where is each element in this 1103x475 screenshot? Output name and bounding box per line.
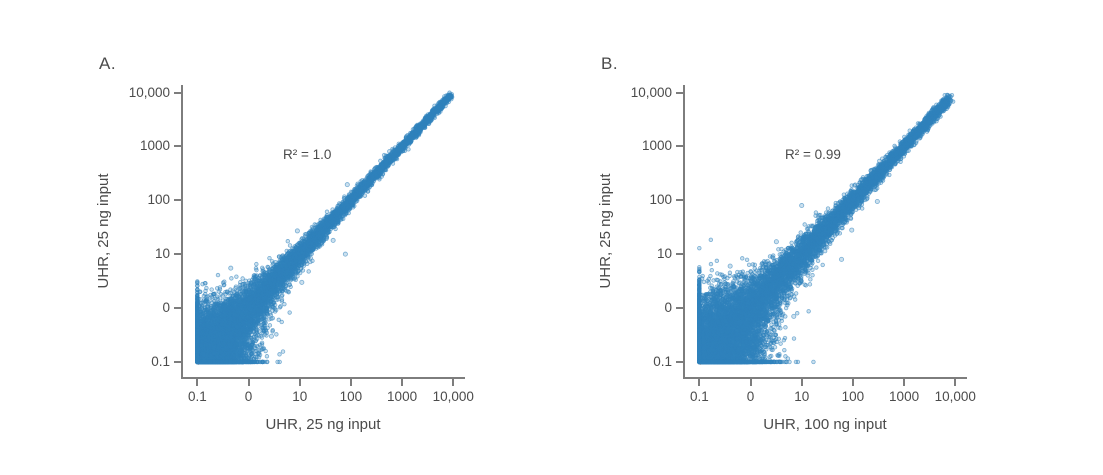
x-tick-mark	[298, 379, 301, 386]
x-tick-mark	[247, 379, 250, 386]
y-tick-mark	[174, 253, 181, 256]
y-tick-label: 1000	[139, 138, 170, 154]
y-tick-label: 0.1	[151, 353, 170, 369]
panel-b-y-axis-label: UHR, 25 ng input	[597, 173, 614, 289]
x-tick-label: 0.1	[689, 389, 709, 404]
y-tick-mark	[676, 91, 683, 94]
panel-a-x-axis-line	[181, 377, 465, 379]
y-tick-label: 100	[147, 192, 170, 208]
x-tick-label: 0.1	[187, 389, 207, 404]
y-tick-mark	[174, 307, 181, 310]
x-tick-mark	[401, 379, 404, 386]
x-tick-label: 100	[841, 389, 865, 404]
y-tick-mark	[676, 253, 683, 256]
y-tick-label: 0	[162, 300, 170, 316]
panel-a-y-axis-line	[181, 85, 183, 379]
panel-b: B. UHR, 25 ng input UHR, 100 ng input R²…	[502, 0, 1062, 475]
y-tick-label: 100	[649, 192, 672, 208]
x-tick-label: 0	[244, 389, 253, 404]
panel-a: A. UHR, 25 ng input UHR, 25 ng input R² …	[95, 54, 474, 433]
y-tick-mark	[174, 199, 181, 202]
panel-a-letter: A.	[99, 54, 117, 73]
panel-a-x-axis-label: UHR, 25 ng input	[265, 416, 381, 433]
y-tick-mark	[174, 145, 181, 148]
y-tick-mark	[676, 360, 683, 363]
y-tick-label: 10,000	[630, 84, 672, 100]
x-tick-label: 1000	[387, 389, 418, 404]
panel-b-y-axis-line	[683, 85, 685, 379]
x-tick-mark	[452, 379, 455, 386]
x-tick-label: 10	[794, 389, 810, 404]
y-tick-label: 10,000	[128, 84, 170, 100]
y-tick-mark	[676, 199, 683, 202]
x-tick-label: 10,000	[432, 389, 474, 404]
y-tick-mark	[676, 145, 683, 148]
panel-a-y-axis-label: UHR, 25 ng input	[95, 173, 112, 289]
panel-b-letter: B.	[601, 54, 619, 73]
x-tick-mark	[749, 379, 752, 386]
x-tick-label: 0	[746, 389, 755, 404]
x-tick-mark	[698, 379, 701, 386]
panel-a-scatter-points	[183, 85, 463, 377]
x-tick-label: 10,000	[934, 389, 976, 404]
x-tick-mark	[800, 379, 803, 386]
x-tick-mark	[851, 379, 854, 386]
y-tick-label: 0.1	[653, 353, 672, 369]
x-tick-mark	[349, 379, 352, 386]
x-tick-mark	[196, 379, 199, 386]
panel-b-scatter-points	[685, 85, 965, 377]
x-tick-mark	[903, 379, 906, 386]
y-tick-mark	[174, 360, 181, 363]
x-tick-mark	[954, 379, 957, 386]
y-tick-label: 10	[154, 246, 170, 262]
panel-b-x-axis-line	[683, 377, 967, 379]
x-tick-label: 10	[292, 389, 308, 404]
y-tick-mark	[676, 307, 683, 310]
y-tick-label: 1000	[641, 138, 672, 154]
panel-b-x-axis-label: UHR, 100 ng input	[763, 416, 887, 433]
y-tick-mark	[174, 91, 181, 94]
x-tick-label: 1000	[889, 389, 920, 404]
x-tick-label: 100	[339, 389, 363, 404]
y-tick-label: 0	[664, 300, 672, 316]
y-tick-label: 10	[656, 246, 672, 262]
